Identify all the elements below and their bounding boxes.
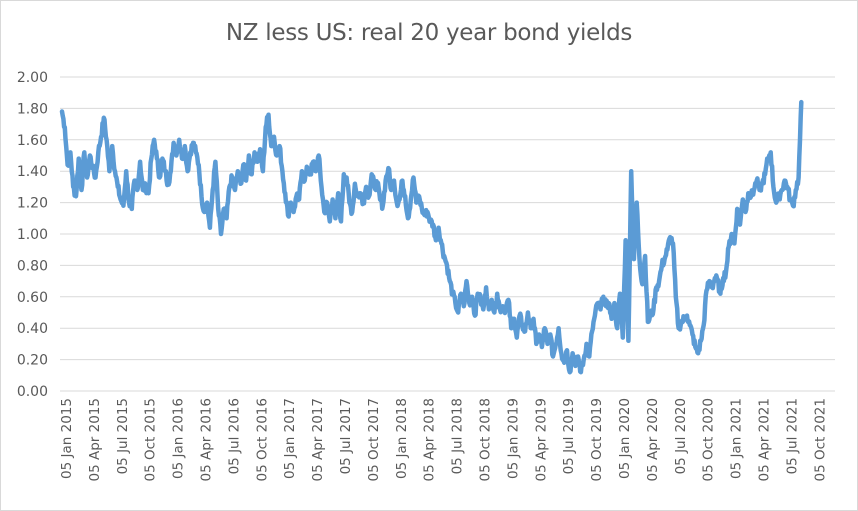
x-tick-label: 05 Apr 2017 xyxy=(310,398,326,481)
x-tick-label: 05 Jul 2020 xyxy=(673,398,689,474)
y-tick-label: 0.20 xyxy=(17,353,48,369)
x-tick-label: 05 Jul 2021 xyxy=(784,398,800,474)
x-tick-label: 05 Jul 2015 xyxy=(115,398,131,474)
x-tick-label: 05 Oct 2020 xyxy=(701,398,717,481)
x-tick-label: 05 Apr 2021 xyxy=(757,398,773,481)
x-tick-label: 05 Jul 2016 xyxy=(226,398,242,474)
y-axis-labels: 0.00 0.20 0.40 0.60 0.80 1.00 1.20 1.40 1.60 1.80… xyxy=(17,70,48,400)
x-tick-label: 05 Apr 2019 xyxy=(533,398,549,481)
x-tick-label: 05 Jan 2019 xyxy=(505,398,521,479)
gridlines xyxy=(60,76,835,392)
x-tick-label: 05 Jan 2021 xyxy=(729,398,745,479)
x-tick-label: 05 Apr 2016 xyxy=(199,398,215,481)
x-tick-label: 05 Oct 2021 xyxy=(812,398,828,481)
x-tick-label: 05 Apr 2015 xyxy=(87,398,103,481)
y-tick-label: 1.40 xyxy=(17,164,48,180)
x-tick-label: 05 Jul 2019 xyxy=(561,398,577,474)
data-line xyxy=(59,99,804,375)
y-tick-label: 2.00 xyxy=(17,70,48,86)
y-tick-label: 0.60 xyxy=(17,290,48,306)
y-tick-label: 1.80 xyxy=(17,101,48,117)
x-tick-label: 05 Apr 2018 xyxy=(422,398,438,481)
x-axis-labels: 05 Jan 2015 05 Apr 2015 05 Jul 2015 05 Oct … xyxy=(59,398,828,481)
x-tick-label: 05 Jan 2016 xyxy=(171,398,187,479)
x-tick-label: 05 Apr 2020 xyxy=(645,398,661,481)
y-tick-label: 0.80 xyxy=(17,258,48,274)
x-tick-label: 05 Oct 2015 xyxy=(143,398,159,481)
y-tick-label: 1.20 xyxy=(17,196,48,212)
y-tick-label: 1.00 xyxy=(17,227,48,243)
x-tick-label: 05 Oct 2019 xyxy=(589,398,605,481)
x-tick-label: 05 Jan 2020 xyxy=(617,398,633,479)
x-tick-label: 05 Jul 2018 xyxy=(450,398,466,474)
x-tick-label: 05 Jan 2018 xyxy=(394,398,410,479)
x-tick-label: 05 Oct 2016 xyxy=(254,398,270,481)
y-tick-label: 1.60 xyxy=(17,133,48,149)
x-tick-label: 05 Jan 2015 xyxy=(59,398,75,479)
y-tick-label: 0.00 xyxy=(17,384,48,400)
x-tick-label: 05 Jul 2017 xyxy=(338,398,354,474)
x-tick-label: 05 Oct 2018 xyxy=(478,398,494,481)
chart-title: NZ less US: real 20 year bond yields xyxy=(225,20,633,46)
x-tick-label: 05 Jan 2017 xyxy=(282,398,298,479)
x-tick-label: 05 Oct 2017 xyxy=(366,398,382,481)
y-tick-label: 0.40 xyxy=(17,321,48,337)
